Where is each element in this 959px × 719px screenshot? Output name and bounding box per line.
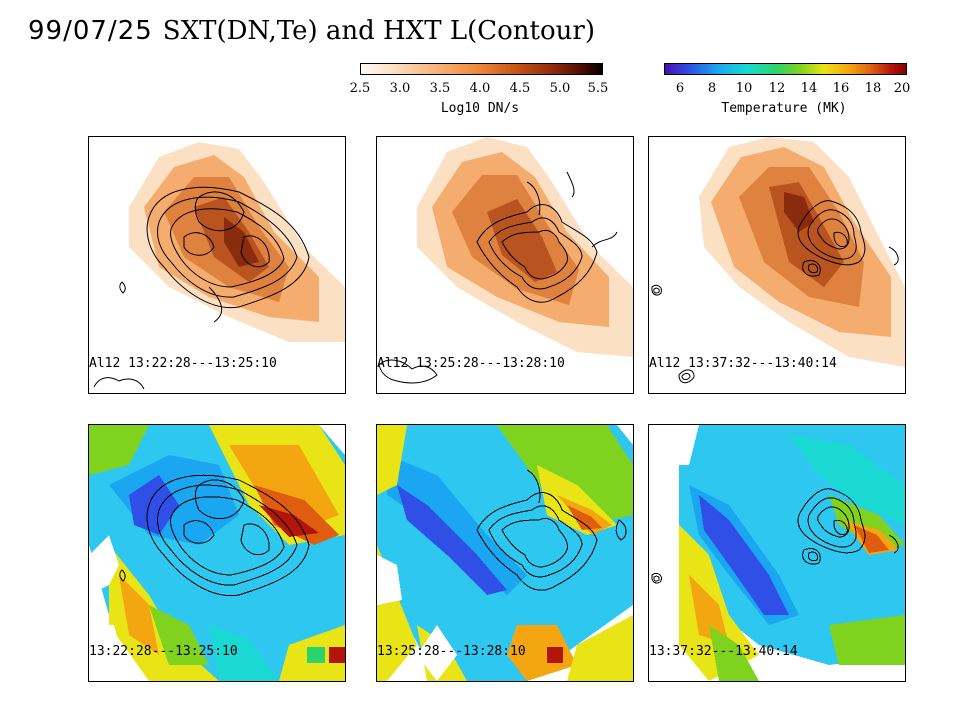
te-tick: 12: [768, 81, 786, 96]
te-panel-1-time: 13:22:28---13:25:10: [89, 644, 238, 659]
dn-panel-3: Al12 13:37:32---13:40:14: [648, 136, 906, 394]
figure-title: 99/07/25 SXT(DN,Te) and HXT L(Contour): [28, 16, 595, 46]
dn-panel-1: Al12 13:22:28---13:25:10: [88, 136, 346, 394]
dn-tick: 5.0: [549, 81, 571, 96]
te-panel-2: 13:25:28---13:28:10: [376, 424, 634, 682]
title-text: SXT(DN,Te) and HXT L(Contour): [162, 16, 595, 46]
dn-tick: 2.5: [349, 81, 371, 96]
te-tick: 16: [832, 81, 850, 96]
te-panel-3: 13:37:32---13:40:14: [648, 424, 906, 682]
te-tick: 18: [864, 81, 882, 96]
te-panel-2-time: 13:25:28---13:28:10: [377, 644, 526, 659]
dn-tick: 5.5: [587, 81, 609, 96]
te-tick: 20: [893, 81, 911, 96]
dn-tick: 4.5: [509, 81, 531, 96]
dn-tick: 3.0: [389, 81, 411, 96]
dn-tick: 4.0: [469, 81, 491, 96]
te-tick: 6: [675, 81, 685, 96]
temperature-colorbar: [664, 63, 907, 75]
temperature-colorbar-label: Temperature (MK): [721, 101, 847, 116]
te-tick: 8: [707, 81, 717, 96]
dn-panel-1-time: Al12 13:22:28---13:25:10: [89, 356, 277, 371]
dn-colorbar: [360, 63, 603, 75]
te-panel-3-time: 13:37:32---13:40:14: [649, 644, 798, 659]
te-panel-1: 13:22:28---13:25:10: [88, 424, 346, 682]
dn-panel-2: Al12 13:25:28---13:28:10: [376, 136, 634, 394]
dn-colorbar-label: Log10 DN/s: [440, 101, 520, 116]
te-tick: 10: [735, 81, 753, 96]
title-date: 99/07/25: [28, 16, 153, 46]
te-tick: 14: [800, 81, 818, 96]
dn-panel-3-time: Al12 13:37:32---13:40:14: [649, 356, 837, 371]
dn-tick: 3.5: [429, 81, 451, 96]
dn-panel-2-time: Al12 13:25:28---13:28:10: [377, 356, 565, 371]
